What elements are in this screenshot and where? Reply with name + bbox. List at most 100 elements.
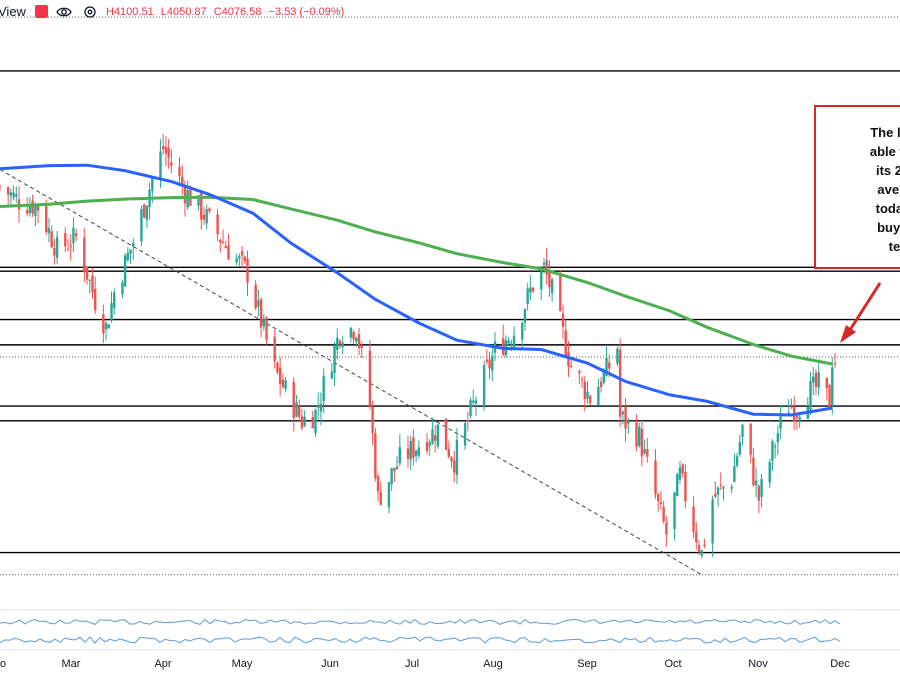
candle-body bbox=[317, 405, 320, 408]
candle-body bbox=[319, 403, 323, 412]
candle-body bbox=[828, 384, 831, 409]
candle-body bbox=[341, 342, 344, 348]
candle-body bbox=[733, 466, 736, 483]
candle-body bbox=[314, 409, 317, 433]
candle-body bbox=[703, 544, 706, 546]
indicator-line bbox=[0, 636, 841, 644]
flag-icon[interactable] bbox=[35, 5, 48, 18]
candle-body bbox=[447, 449, 450, 457]
candle-body bbox=[12, 192, 15, 198]
candle-body bbox=[730, 486, 733, 489]
candle-body bbox=[643, 449, 646, 454]
candle-body bbox=[545, 260, 548, 275]
candle-body bbox=[360, 346, 363, 348]
candle-body bbox=[510, 343, 513, 345]
candle-body bbox=[548, 270, 551, 288]
candle-body bbox=[145, 205, 149, 220]
candle-body bbox=[697, 545, 701, 552]
callout-line-1: The low in bbox=[870, 125, 900, 140]
candle-body bbox=[338, 340, 342, 345]
x-tick-label: Mar bbox=[62, 658, 81, 670]
candle-body bbox=[453, 460, 456, 473]
ohlc-readout: H4100.51 L4050.87 C4076.58 −3.53 (−0.09%… bbox=[106, 0, 348, 24]
candle-body bbox=[491, 355, 494, 371]
candle-body bbox=[221, 241, 225, 243]
candle-body bbox=[349, 327, 353, 338]
candle-body bbox=[768, 462, 771, 483]
candle-body bbox=[240, 251, 244, 256]
candle-body bbox=[474, 400, 478, 404]
candle-body bbox=[618, 349, 622, 417]
candle-body bbox=[259, 299, 263, 328]
candle-body bbox=[406, 448, 410, 459]
candle-body bbox=[15, 194, 18, 197]
candle-body bbox=[330, 371, 334, 379]
candle-body bbox=[488, 359, 491, 369]
candle-body bbox=[393, 467, 396, 472]
candle-body bbox=[752, 457, 755, 486]
ohlc-low: L4050.87 bbox=[160, 6, 207, 18]
candle-body bbox=[55, 236, 59, 258]
candle-body bbox=[311, 417, 314, 429]
candle-body bbox=[34, 204, 37, 216]
candle-body bbox=[322, 376, 325, 402]
callout-line-4: average bbox=[877, 182, 900, 197]
candle-body bbox=[637, 426, 641, 446]
ohlc-change: −3.53 (−0.09%) bbox=[268, 6, 345, 18]
x-tick-label: Jul bbox=[405, 658, 419, 670]
chart-header: View H4100.51 L4050.87 C4076.58 −3.53 (−… bbox=[0, 0, 900, 24]
candle-body bbox=[738, 441, 742, 455]
candle-body bbox=[586, 391, 589, 399]
candle-body bbox=[45, 206, 48, 233]
candle-body bbox=[104, 322, 108, 330]
x-tick-label: May bbox=[232, 658, 253, 670]
candle-body bbox=[466, 420, 470, 422]
candle-body bbox=[599, 381, 603, 388]
candle-body bbox=[409, 440, 412, 460]
candle-body bbox=[676, 474, 679, 497]
candle-body bbox=[72, 227, 75, 244]
candle-body bbox=[357, 334, 361, 349]
candle-body bbox=[501, 338, 505, 355]
candle-body bbox=[646, 449, 649, 457]
candle-body bbox=[107, 324, 110, 329]
candle-body bbox=[657, 494, 660, 502]
candle-body bbox=[31, 200, 34, 214]
candle-body bbox=[809, 381, 812, 413]
candle-body bbox=[662, 506, 665, 522]
candle-body bbox=[812, 376, 815, 383]
callout-line-7: tech bbox=[888, 239, 900, 254]
candle-body bbox=[69, 246, 72, 248]
candle-body bbox=[814, 372, 818, 387]
settings-icon[interactable] bbox=[82, 4, 98, 20]
callout-line-3: its 200 d bbox=[875, 163, 900, 178]
candle-body bbox=[741, 424, 744, 437]
candle-body bbox=[578, 371, 581, 374]
candle-body bbox=[161, 145, 165, 150]
x-tick-label: Nov bbox=[748, 658, 768, 670]
candle-body bbox=[833, 363, 837, 365]
eye-icon[interactable] bbox=[56, 4, 72, 20]
callout-line-2: able to sta bbox=[869, 144, 900, 159]
candle-body bbox=[336, 337, 339, 351]
candle-body bbox=[281, 379, 285, 388]
candle-body bbox=[28, 206, 32, 213]
candle-body bbox=[428, 442, 431, 446]
candle-body bbox=[395, 466, 399, 469]
candle-body bbox=[219, 239, 222, 243]
candle-body bbox=[208, 208, 211, 212]
candle-body bbox=[167, 147, 170, 158]
candle-body bbox=[151, 178, 154, 191]
candle-body bbox=[246, 258, 249, 283]
candle-body bbox=[526, 288, 529, 304]
candle-body bbox=[757, 485, 761, 501]
callout-line-5: today ke bbox=[875, 201, 900, 216]
candle-body bbox=[795, 415, 799, 418]
candle-body bbox=[273, 336, 276, 362]
candle-body bbox=[621, 411, 625, 415]
candle-body bbox=[390, 468, 393, 485]
view-label[interactable]: View bbox=[0, 4, 26, 19]
candle-body bbox=[684, 471, 687, 502]
candle-body bbox=[714, 493, 717, 497]
